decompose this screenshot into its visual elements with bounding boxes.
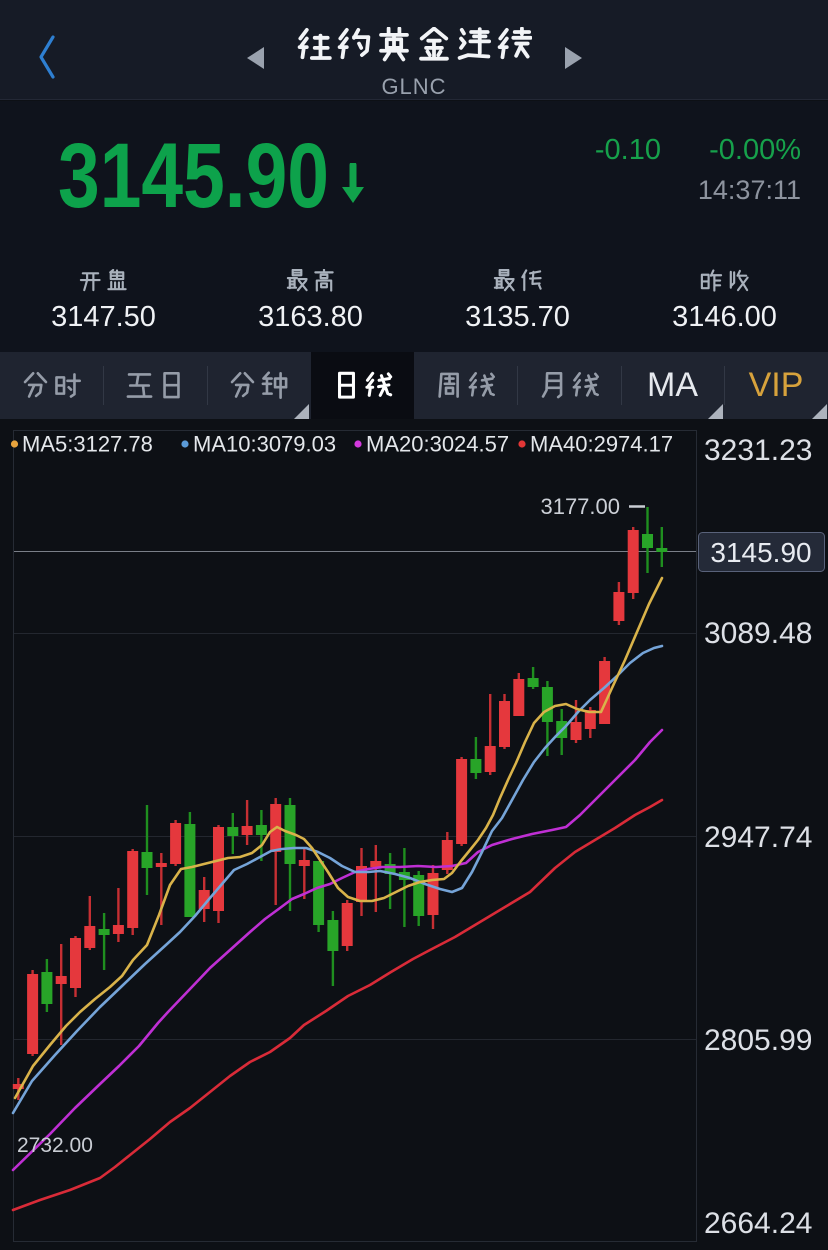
svg-text:2732.00: 2732.00 xyxy=(17,1134,93,1157)
svg-text:3231.23: 3231.23 xyxy=(704,434,812,467)
svg-text:MA10:3079.03: MA10:3079.03 xyxy=(193,432,336,457)
svg-text:MA5:3127.78: MA5:3127.78 xyxy=(22,432,153,457)
svg-text:3177.00: 3177.00 xyxy=(540,494,620,519)
svg-text:3145.90: 3145.90 xyxy=(58,140,329,212)
svg-text:2805.99: 2805.99 xyxy=(704,1024,812,1057)
svg-text:3145.90: 3145.90 xyxy=(710,537,811,568)
svg-text:MA40:2974.17: MA40:2974.17 xyxy=(530,432,673,457)
svg-text:3089.48: 3089.48 xyxy=(704,617,812,650)
svg-text:2947.74: 2947.74 xyxy=(704,821,812,854)
svg-text:2664.24: 2664.24 xyxy=(704,1207,812,1240)
svg-text:MA20:3024.57: MA20:3024.57 xyxy=(366,432,509,457)
